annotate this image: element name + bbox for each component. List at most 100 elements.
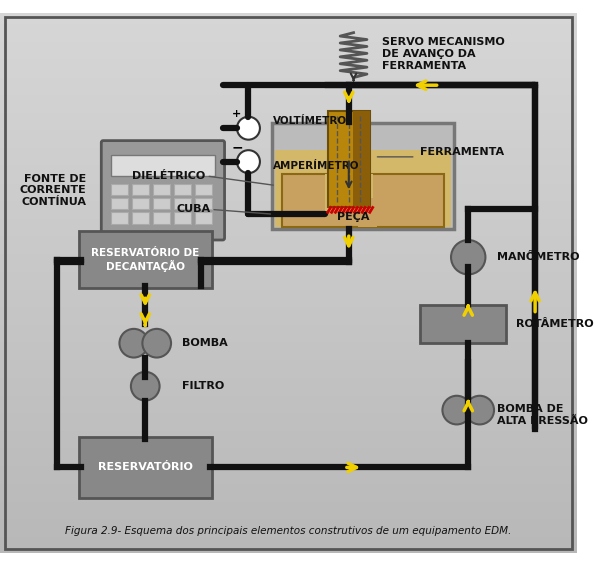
Bar bbox=[0, 445, 577, 447]
Bar bbox=[0, 49, 577, 50]
Bar bbox=[0, 182, 577, 183]
Bar bbox=[0, 541, 577, 542]
Bar bbox=[0, 418, 577, 419]
Bar bbox=[0, 55, 577, 57]
Bar bbox=[0, 481, 577, 482]
Bar bbox=[0, 196, 577, 197]
Bar bbox=[0, 350, 577, 351]
Bar bbox=[0, 503, 577, 504]
Bar bbox=[0, 419, 577, 421]
Bar bbox=[0, 254, 577, 255]
Bar bbox=[0, 244, 577, 245]
Bar bbox=[0, 293, 577, 294]
Bar bbox=[0, 164, 577, 165]
Bar bbox=[0, 358, 577, 359]
Bar bbox=[0, 300, 577, 301]
Bar bbox=[0, 398, 577, 400]
Bar bbox=[0, 114, 577, 115]
Bar bbox=[0, 68, 577, 69]
Bar bbox=[0, 456, 577, 457]
Bar bbox=[0, 291, 577, 293]
Bar bbox=[0, 383, 577, 384]
Bar bbox=[0, 29, 577, 30]
Bar bbox=[0, 507, 577, 508]
Bar bbox=[0, 332, 577, 333]
Bar bbox=[0, 98, 577, 100]
Bar bbox=[0, 280, 577, 281]
Bar bbox=[0, 256, 577, 257]
Bar bbox=[0, 117, 577, 118]
Bar bbox=[111, 212, 128, 224]
Bar bbox=[0, 32, 577, 33]
Bar bbox=[0, 498, 577, 499]
Bar bbox=[0, 395, 577, 396]
Text: PEÇA: PEÇA bbox=[337, 212, 370, 222]
Bar bbox=[0, 338, 577, 340]
Bar bbox=[0, 411, 577, 412]
Bar bbox=[0, 295, 577, 297]
Bar bbox=[0, 465, 577, 466]
Bar bbox=[0, 523, 577, 524]
Text: BOMBA: BOMBA bbox=[182, 338, 227, 348]
Bar bbox=[0, 231, 577, 233]
Bar bbox=[0, 511, 577, 512]
Bar bbox=[0, 147, 577, 148]
Bar bbox=[0, 62, 577, 63]
Bar bbox=[0, 531, 577, 533]
Bar bbox=[0, 110, 577, 111]
Bar bbox=[420, 305, 506, 343]
Bar bbox=[0, 505, 577, 507]
Bar bbox=[0, 520, 577, 521]
Bar bbox=[0, 115, 577, 116]
Bar bbox=[0, 162, 577, 164]
Bar bbox=[0, 393, 577, 394]
Text: CUBA: CUBA bbox=[176, 204, 210, 215]
Bar bbox=[0, 365, 577, 366]
Bar bbox=[0, 118, 577, 119]
Bar bbox=[0, 226, 577, 228]
Bar bbox=[0, 423, 577, 424]
Bar bbox=[0, 310, 577, 311]
Bar bbox=[0, 429, 577, 430]
Text: FERRAMENTA: FERRAMENTA bbox=[420, 147, 504, 157]
Bar bbox=[0, 509, 577, 511]
Bar bbox=[0, 344, 577, 345]
Bar bbox=[0, 517, 577, 518]
Bar bbox=[0, 142, 577, 143]
Bar bbox=[0, 122, 577, 123]
Bar bbox=[0, 381, 577, 383]
Bar bbox=[0, 209, 577, 211]
Bar bbox=[0, 359, 577, 361]
Bar bbox=[0, 127, 577, 128]
Bar bbox=[0, 65, 577, 66]
Bar bbox=[0, 516, 577, 517]
Bar bbox=[0, 18, 577, 19]
Bar bbox=[0, 362, 577, 363]
Bar bbox=[0, 328, 577, 329]
Bar bbox=[0, 524, 577, 525]
Bar bbox=[0, 320, 577, 321]
Bar bbox=[0, 386, 577, 387]
Bar bbox=[0, 38, 577, 39]
Bar bbox=[0, 284, 577, 285]
Bar bbox=[174, 183, 191, 195]
Bar bbox=[0, 392, 577, 393]
Bar bbox=[0, 455, 577, 456]
Bar bbox=[0, 413, 577, 414]
Bar bbox=[0, 483, 577, 484]
Bar bbox=[0, 480, 577, 481]
Bar bbox=[0, 298, 577, 299]
Bar bbox=[0, 527, 577, 528]
Bar bbox=[0, 76, 577, 78]
Bar bbox=[0, 457, 577, 458]
Bar bbox=[0, 432, 577, 433]
Bar bbox=[0, 172, 577, 173]
Bar bbox=[0, 246, 577, 247]
Bar bbox=[0, 299, 577, 300]
Bar bbox=[0, 37, 577, 38]
Bar bbox=[0, 540, 577, 541]
Bar bbox=[0, 513, 577, 514]
Bar bbox=[0, 21, 577, 22]
Bar bbox=[0, 230, 577, 231]
Bar bbox=[0, 355, 577, 357]
